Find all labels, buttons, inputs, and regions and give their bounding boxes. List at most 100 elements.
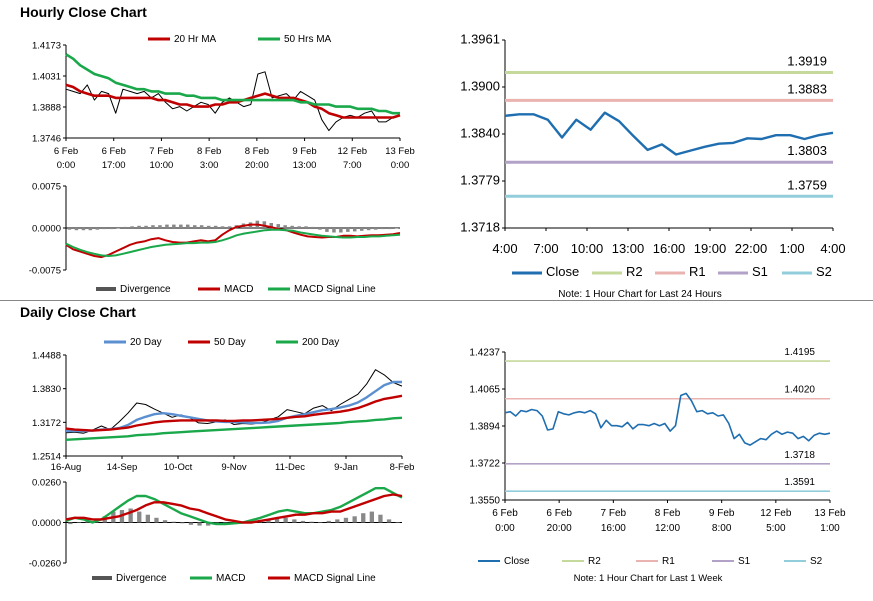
daily-price-xtick-label: 16-Aug <box>51 462 82 473</box>
daily-sr-xtick-label: 8 Feb <box>655 508 681 519</box>
daily-macd-divergence-bar <box>352 516 357 523</box>
daily-sr-ytick-label: 1.4237 <box>469 348 500 359</box>
hourly-price-xtick-label: 0:00 <box>391 160 410 171</box>
daily-price-ytick-label: 1.3172 <box>32 418 61 429</box>
hourly-macd-divergence-bar <box>360 228 364 231</box>
daily-macd-divergence-bar <box>335 519 340 523</box>
hourly-sr-ytick-label: 1.3900 <box>460 79 500 94</box>
daily-price-xtick-label: 14-Sep <box>107 462 138 473</box>
daily-macd-divergence-bar <box>378 514 383 523</box>
hourly-macd-divergence-bar <box>325 228 329 232</box>
daily-macd-divergence-bar <box>137 511 142 523</box>
hourly-legend-macd-signal-label: MACD Signal Line <box>294 284 376 295</box>
hourly-macd-divergence-bar <box>262 221 267 228</box>
daily-macd-divergence-bar <box>68 522 73 525</box>
daily-sr-legend-close-label: Close <box>504 556 530 567</box>
daily-price-50-day-line <box>65 394 403 432</box>
daily-macd-divergence-bar <box>386 519 392 523</box>
daily-macd-divergence-bar <box>145 514 150 523</box>
hourly-sr-legend-s2-swatch <box>782 271 812 275</box>
hourly-macd-divergence-bar <box>346 228 350 232</box>
daily-macd-divergence-bar <box>128 508 133 523</box>
hourly-macd-divergence-bar <box>172 224 176 228</box>
hourly-legend-macd-label: MACD <box>224 284 253 295</box>
hourly-macd-divergence-bar <box>95 228 100 230</box>
daily-macd-ytick-label: 0.0000 <box>32 518 61 529</box>
hourly-price-xtick-label: 3:00 <box>200 160 219 171</box>
hourly-macd-divergence-bar <box>199 225 204 228</box>
hourly-macd-divergence-bar <box>116 228 120 229</box>
hourly-macd-divergence-bar <box>332 228 336 233</box>
hourly-macd-signal-line <box>65 228 401 257</box>
daily-sr-s1-label: 1.3718 <box>784 450 815 461</box>
daily-macd-divergence-bar <box>300 520 306 523</box>
hourly-macd-ytick-label: -0.0075 <box>29 266 61 277</box>
daily-sr-r1-label: 1.4020 <box>784 385 815 396</box>
daily-price-200-day-line <box>65 416 403 441</box>
daily-macd-divergence-bar <box>197 522 202 526</box>
daily-legend-divergence-swatch <box>92 576 112 580</box>
daily-legend-50day-label: 50 Day <box>214 337 246 348</box>
hourly-legend-50hr-swatch <box>258 37 280 41</box>
daily-macd-divergence-bar <box>266 519 271 523</box>
hourly-legend-divergence-label: Divergence <box>120 284 171 295</box>
daily-price-ytick-label: 1.3830 <box>32 384 61 395</box>
hourly-price-xtick-label: 12 Feb <box>337 146 367 157</box>
daily-sr-s2-label: 1.3591 <box>784 477 815 488</box>
hourly-macd-divergence-bar <box>276 224 280 228</box>
daily-price-close-line <box>65 369 403 434</box>
hourly-sr-ytick-label: 1.3718 <box>460 220 500 235</box>
hourly-sr-note: Note: 1 Hour Chart for Last 24 Hours <box>558 289 721 300</box>
hourly-legend-20hr-swatch <box>148 37 170 41</box>
daily-legend-200day-label: 200 Day <box>302 337 339 348</box>
daily-sr-xtick-label: 13 Feb <box>814 508 846 519</box>
daily-sr-xtick-label: 7 Feb <box>601 508 627 519</box>
hourly-sr-xtick-label: 1:00 <box>779 241 804 256</box>
daily-macd-divergence-bar <box>171 521 176 523</box>
daily-macd-divergence-bar <box>76 522 82 523</box>
hourly-price-ytick-label: 1.3746 <box>32 134 61 145</box>
daily-macd-divergence-bar <box>361 513 366 523</box>
daily-sr-legend-r2-swatch <box>562 560 584 562</box>
hourly-legend-20hr-label: 20 Hr MA <box>174 34 217 45</box>
hourly-macd-divergence-bar <box>227 226 232 228</box>
daily-price-xtick-label: 9-Nov <box>221 462 247 473</box>
hourly-price-20-hr-ma-line <box>65 83 401 119</box>
hourly-macd-divergence-bar <box>394 228 399 229</box>
daily-macd-divergence-bar <box>180 522 185 524</box>
daily-macd-divergence-bar <box>274 518 280 523</box>
hourly-macd-ytick-label: 0.0000 <box>32 224 61 235</box>
hourly-sr-legend-r2-swatch <box>592 271 622 275</box>
hourly-price-xtick-label: 13:00 <box>293 160 317 171</box>
hourly-sr-ytick-label: 1.3779 <box>460 173 500 188</box>
hourly-macd-divergence-bar <box>186 224 190 228</box>
daily-macd-signal-line <box>65 493 403 524</box>
hourly-macd-line <box>65 223 401 259</box>
hourly-macd-divergence-bar <box>353 228 357 232</box>
daily-sr-xtick-label: 6 Feb <box>546 508 572 519</box>
hourly-price-xtick-label: 6 Feb <box>102 146 126 157</box>
hourly-price-ytick-label: 1.4031 <box>32 72 61 83</box>
daily-macd-divergence-bar <box>206 522 211 526</box>
daily-legend-macd-signal-swatch <box>268 576 290 580</box>
daily-sr-xtick-label: 0:00 <box>495 523 515 534</box>
hourly-sr-legend-s1-swatch <box>718 271 748 275</box>
hourly-sr-legend-close-label: Close <box>546 264 579 279</box>
daily-macd-divergence-bar <box>292 519 297 523</box>
daily-sr-close-line <box>504 392 831 446</box>
daily-macd-divergence-bar <box>154 517 159 523</box>
hourly-macd-divergence-bar <box>144 225 148 228</box>
daily-macd-divergence-bar <box>188 522 194 525</box>
daily-legend-divergence-label: Divergence <box>116 573 167 584</box>
daily-sr-ytick-label: 1.4065 <box>469 385 500 396</box>
hourly-macd-divergence-bar <box>366 228 371 231</box>
daily-macd-divergence-bar <box>283 517 288 523</box>
daily-price-xtick-label: 9-Jan <box>334 462 358 473</box>
daily-macd-ytick-label: 0.0260 <box>32 478 61 489</box>
daily-macd-divergence-bar <box>369 511 374 523</box>
daily-sr-ytick-label: 1.3894 <box>469 422 500 433</box>
hourly-macd-divergence-bar <box>123 226 127 228</box>
hourly-price-50-hrs-ma-line <box>65 53 400 115</box>
hourly-price-xtick-label: 17:00 <box>102 160 126 171</box>
daily-sr-xtick-label: 12 Feb <box>760 508 792 519</box>
